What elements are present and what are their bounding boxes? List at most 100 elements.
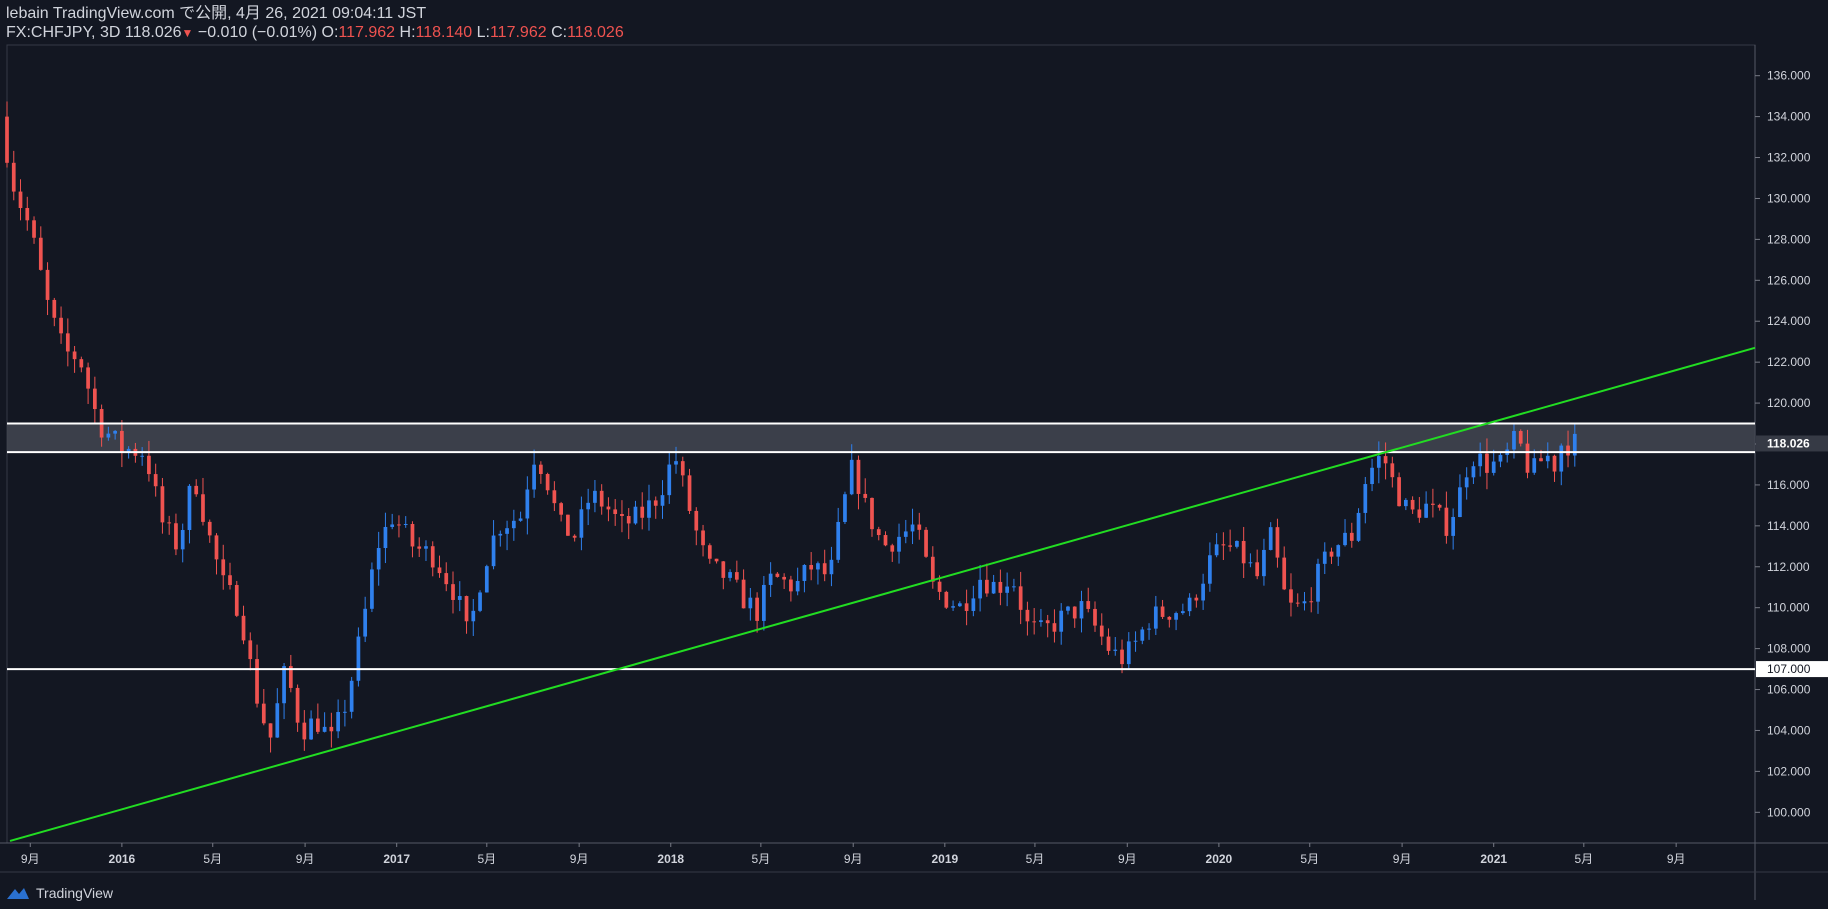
- candle-down: [201, 494, 205, 522]
- candle-up: [113, 430, 117, 434]
- candle-up: [1248, 562, 1253, 564]
- candle-up: [1478, 453, 1483, 467]
- candle-down: [1525, 443, 1530, 473]
- candle-down: [856, 459, 861, 494]
- candle-up: [795, 580, 800, 592]
- candle-up: [275, 703, 280, 738]
- tradingview-logo-icon: [7, 888, 29, 899]
- candle-down: [1289, 589, 1293, 603]
- candle-down: [1295, 602, 1300, 604]
- price-tick-label: 134.000: [1767, 110, 1811, 124]
- price-axis[interactable]: 100.000 102.000 104.000 106.000 108.000 110.0…: [1755, 69, 1828, 820]
- candle-down: [870, 497, 874, 530]
- candle-down: [302, 722, 307, 740]
- candle-down: [1282, 557, 1287, 590]
- candle-down: [1329, 551, 1334, 557]
- candle-down: [65, 333, 70, 352]
- candle-up: [1262, 549, 1266, 577]
- trendline: [9, 346, 1756, 842]
- time-tick-label: 5月: [1026, 852, 1045, 866]
- candle-down: [930, 556, 935, 582]
- price-tick-label: 128.000: [1767, 232, 1811, 246]
- candle-down: [1349, 532, 1354, 541]
- close-value: 118.026: [567, 24, 624, 41]
- candle-down: [397, 524, 401, 526]
- time-tick-label: 5月: [1574, 852, 1593, 866]
- candle-up: [1545, 455, 1550, 462]
- price-tick-label: 130.000: [1767, 191, 1811, 205]
- candle-down: [255, 659, 259, 704]
- time-tick-label: 9月: [570, 852, 589, 866]
- candle-up: [511, 520, 516, 529]
- candle-down: [775, 573, 780, 577]
- candle-down: [194, 485, 199, 495]
- candle-down: [1410, 499, 1415, 510]
- candle-up: [593, 490, 597, 503]
- candle-up: [1066, 606, 1070, 611]
- price-tick-label: 136.000: [1767, 69, 1811, 83]
- candle-down: [876, 529, 881, 536]
- candle-up: [647, 500, 651, 518]
- candle-down: [606, 506, 611, 510]
- candle-down: [701, 530, 705, 546]
- candle-down: [147, 455, 151, 475]
- candle-down: [755, 597, 759, 621]
- time-tick-label: 2020: [1206, 852, 1233, 866]
- candle-up: [1464, 477, 1469, 488]
- candle-down: [809, 564, 814, 570]
- candle-up: [633, 506, 638, 524]
- candle-down: [822, 563, 827, 575]
- candle-down: [890, 545, 895, 552]
- candle-up: [1363, 484, 1368, 513]
- time-tick-label: 9月: [21, 852, 40, 866]
- candle-down: [1228, 545, 1233, 547]
- candle-down: [241, 615, 246, 641]
- price-tick-label: 122.000: [1767, 355, 1811, 369]
- time-tick-label: 9月: [844, 852, 863, 866]
- candle-up: [1147, 628, 1151, 630]
- candle-down: [92, 388, 97, 410]
- time-tick-label: 5月: [477, 852, 496, 866]
- change-value: −0.010 (−0.01%): [197, 24, 318, 41]
- candle-down: [1417, 509, 1422, 518]
- price-tick-label: 112.000: [1767, 560, 1810, 574]
- candle-down: [1518, 431, 1523, 444]
- time-axis[interactable]: 9月 2016 5月 9月 2017 5月 9月 2018 5月 9月 2019 5月 9月 2020 5月…: [21, 843, 1686, 866]
- footer-brand[interactable]: TradingView: [6, 885, 113, 901]
- candle-down: [295, 687, 300, 723]
- candle-up: [1572, 433, 1577, 456]
- candle-down: [234, 585, 239, 616]
- candle-up: [762, 584, 766, 621]
- price-tick-label: 110.000: [1767, 601, 1810, 615]
- candle-up: [1471, 466, 1476, 478]
- close-label: C:: [551, 24, 568, 41]
- candle-down: [680, 461, 685, 476]
- candle-up: [1214, 544, 1219, 556]
- open-value: 117.962: [338, 24, 396, 41]
- candle-down: [417, 546, 422, 549]
- candle-up: [667, 464, 672, 496]
- candle-down: [1045, 620, 1050, 624]
- candle-down: [1221, 544, 1226, 546]
- candle-up: [802, 564, 807, 581]
- candle-up: [1316, 563, 1320, 602]
- symbol-label[interactable]: FX:CHFJPY, 3D: [6, 24, 121, 41]
- candle-up: [140, 455, 145, 457]
- candle-up: [1451, 517, 1456, 536]
- candle-down: [1072, 606, 1077, 619]
- zone-layer: [7, 423, 1755, 453]
- resistance-zone: [7, 423, 1755, 453]
- candle-up: [728, 572, 732, 578]
- candle-up: [424, 546, 428, 549]
- candle-down: [1241, 540, 1246, 564]
- candle-up: [991, 581, 996, 594]
- candle-up: [180, 530, 185, 550]
- candle-up: [1343, 532, 1347, 546]
- level-price-badge: [1756, 661, 1828, 678]
- candle-up: [390, 524, 395, 527]
- candle-down: [1093, 608, 1097, 626]
- candle-up: [836, 521, 841, 560]
- candle-up: [586, 502, 591, 510]
- candle-down: [552, 490, 557, 504]
